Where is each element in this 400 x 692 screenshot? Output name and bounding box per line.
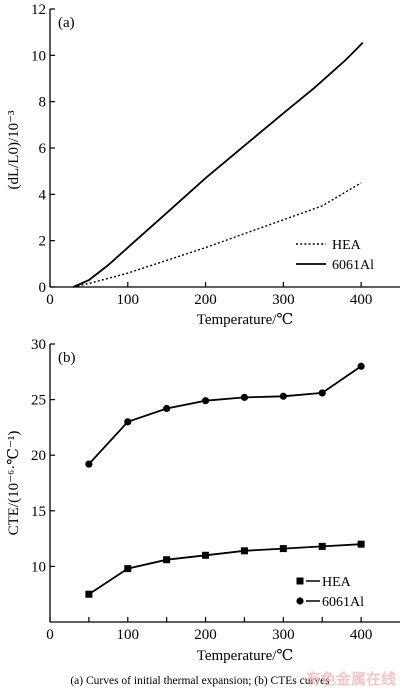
x-tick-label: 300 bbox=[272, 292, 295, 308]
legend-label: 6061Al bbox=[322, 595, 364, 610]
watermark-logo: 有色金属在线 bbox=[306, 670, 396, 688]
data-point-6061al bbox=[318, 389, 326, 397]
data-point-hea bbox=[202, 551, 210, 559]
data-point-6061al bbox=[357, 362, 365, 370]
y-tick-label: 2 bbox=[39, 234, 47, 250]
y-tick-label: 30 bbox=[31, 337, 46, 353]
data-point-hea bbox=[85, 590, 93, 598]
data-point-6061al bbox=[240, 393, 249, 401]
x-tick-label: 0 bbox=[46, 627, 54, 643]
y-tick-label: 15 bbox=[31, 504, 46, 520]
legend-label: HEA bbox=[332, 238, 362, 253]
y-tick-label: 12 bbox=[31, 2, 46, 18]
x-tick-label: 200 bbox=[194, 292, 217, 308]
figure-caption: (a) Curves of initial thermal expansion;… bbox=[70, 675, 330, 687]
panel-label: (b) bbox=[58, 350, 76, 366]
series-line-6061al bbox=[88, 365, 362, 465]
series-line-hea bbox=[88, 543, 362, 595]
y-tick-label: 8 bbox=[39, 95, 47, 111]
chart-panel-a: 0 100 200 300 400 0 2 4 6 8 10 12 Temperature/℃ (dL/L… bbox=[6, 2, 400, 328]
data-point-6061al bbox=[163, 404, 171, 413]
y-axis-title: CTE/(10⁻⁶·℃⁻¹) bbox=[6, 431, 22, 536]
data-point-6061al bbox=[279, 392, 287, 400]
y-tick-label: 10 bbox=[31, 559, 46, 575]
series-line-hea bbox=[73, 182, 362, 288]
x-tick-label: 400 bbox=[350, 292, 373, 308]
legend-marker bbox=[296, 597, 304, 605]
y-tick-label: 25 bbox=[31, 393, 46, 409]
panel-label: (a) bbox=[58, 15, 75, 31]
data-point-6061al bbox=[85, 460, 93, 468]
x-tick-label: 100 bbox=[117, 292, 140, 308]
data-point-hea bbox=[357, 540, 365, 548]
chart-panel-b: 0 100 200 300 400 10 15 20 25 30 Temperature/℃ CTE/… bbox=[6, 337, 400, 664]
legend-label: 6061Al bbox=[332, 258, 374, 273]
data-point-hea bbox=[279, 545, 287, 553]
x-tick-label: 100 bbox=[117, 627, 140, 643]
x-axis-title: Temperature/℃ bbox=[197, 312, 294, 328]
legend-label: HEA bbox=[322, 575, 352, 590]
data-point-hea bbox=[318, 542, 326, 550]
y-tick-label: 6 bbox=[39, 141, 47, 157]
y-tick-label: 4 bbox=[39, 187, 47, 203]
x-tick-label: 400 bbox=[350, 627, 373, 643]
legend-marker bbox=[296, 577, 304, 585]
data-point-hea bbox=[124, 565, 132, 573]
data-point-6061al bbox=[201, 397, 210, 405]
y-tick-label: 20 bbox=[31, 448, 46, 464]
x-axis-title: Temperature/℃ bbox=[197, 648, 294, 664]
y-axis-title: (dL/L0)/10⁻³ bbox=[6, 110, 22, 190]
x-tick-label: 300 bbox=[272, 627, 295, 643]
series-line-6061al bbox=[72, 41, 364, 288]
x-tick-label: 200 bbox=[194, 627, 217, 643]
data-point-hea bbox=[240, 547, 248, 555]
x-tick-label: 0 bbox=[46, 292, 54, 308]
data-point-6061al bbox=[124, 418, 132, 426]
y-tick-label: 10 bbox=[31, 48, 46, 64]
data-point-hea bbox=[163, 556, 171, 564]
y-tick-label: 0 bbox=[39, 280, 47, 296]
